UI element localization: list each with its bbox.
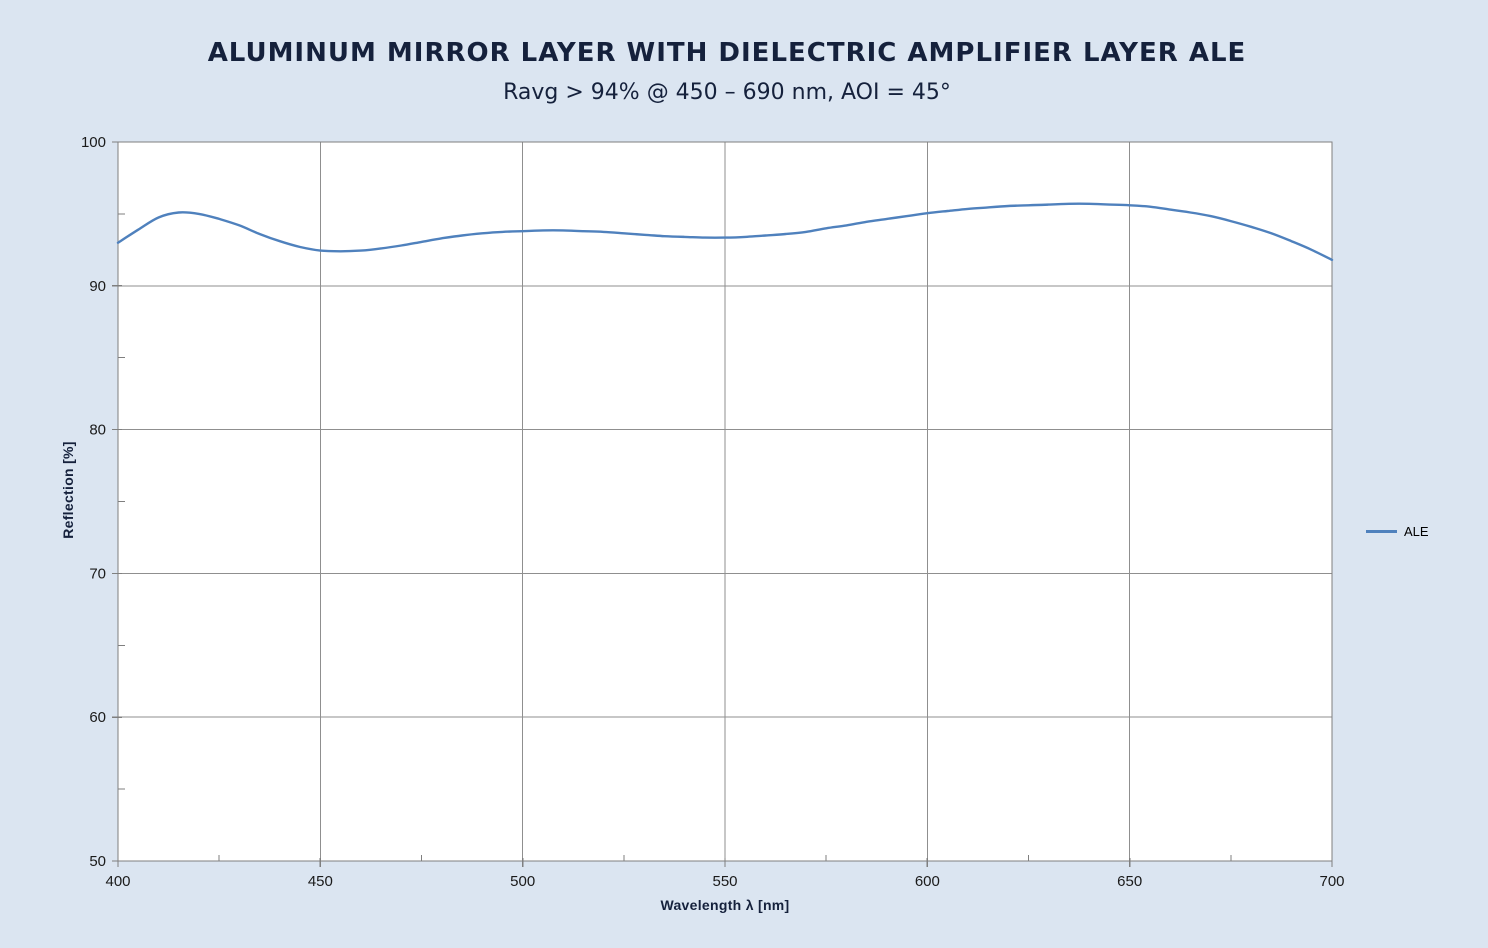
y-tick-label: 90: [89, 278, 106, 295]
y-tick-label: 60: [89, 709, 106, 726]
x-tick-label: 650: [1117, 873, 1142, 890]
legend-label: ALE: [1404, 523, 1429, 539]
y-tick-label: 50: [89, 853, 106, 870]
x-tick-label: 500: [510, 873, 535, 890]
chart-subtitle: Ravg > 94% @ 450 – 690 nm, AOI = 45°: [503, 80, 951, 105]
y-tick-label: 70: [89, 565, 106, 582]
series-line-ale: [116, 202, 1334, 262]
x-tick-label: 400: [105, 873, 130, 890]
legend-line-sample: [1366, 529, 1397, 533]
x-tick-label: 700: [1319, 873, 1344, 890]
y-axis-title: Reflection [%]: [60, 441, 76, 539]
y-tick-label: 100: [81, 134, 106, 151]
chart-title: ALUMINUM MIRROR LAYER WITH DIELECTRIC AM…: [207, 38, 1247, 68]
x-tick-label: 600: [915, 873, 940, 890]
x-axis-title: Wavelength λ [nm]: [660, 897, 790, 913]
x-tick-label: 450: [308, 873, 333, 890]
y-tick-label: 80: [89, 422, 106, 439]
legend: ALE: [1366, 522, 1429, 540]
x-tick-label: 550: [712, 873, 737, 890]
